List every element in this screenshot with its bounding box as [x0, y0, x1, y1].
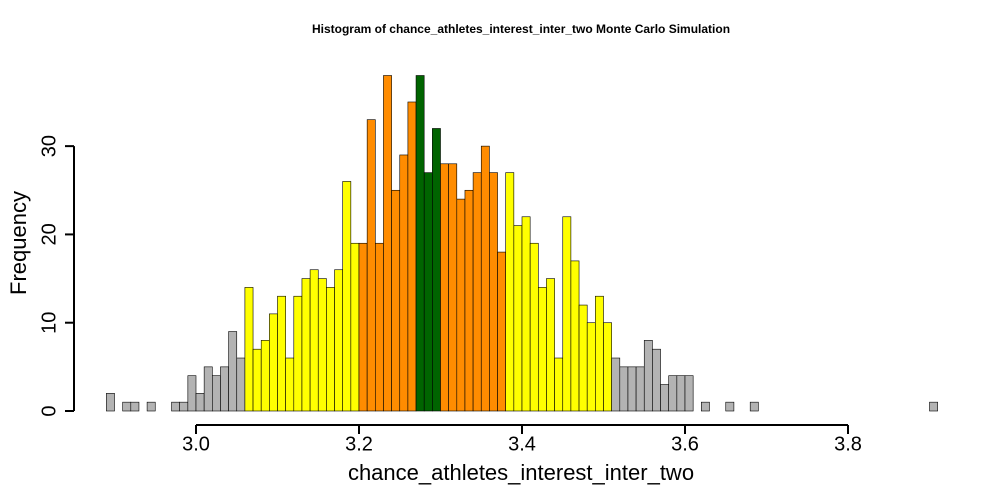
y-axis-label: Frequency [6, 191, 31, 295]
bar [220, 366, 229, 412]
bar [448, 163, 458, 412]
bar [179, 401, 189, 412]
bar [570, 260, 580, 412]
bar [611, 357, 621, 412]
bar [285, 357, 295, 412]
bar [929, 401, 938, 412]
bar [171, 401, 181, 412]
bar [383, 75, 392, 412]
bar [277, 295, 286, 412]
bar [423, 172, 433, 412]
bar [635, 366, 645, 412]
bar [358, 242, 368, 412]
bar [668, 375, 678, 412]
bar [676, 375, 686, 412]
bar [440, 163, 449, 412]
bar [399, 154, 409, 412]
bar [203, 366, 213, 412]
bar [317, 278, 327, 412]
bar [122, 401, 132, 412]
x-tick-label: 3.4 [508, 433, 536, 455]
bar [456, 198, 466, 412]
bar [472, 172, 482, 412]
y-tick-label: 10 [38, 312, 60, 334]
bar [700, 401, 710, 412]
bar [554, 357, 564, 412]
bar [513, 225, 523, 412]
bar [489, 172, 498, 412]
x-tick-label: 3.0 [182, 433, 210, 455]
x-tick-label: 3.8 [834, 433, 862, 455]
bar [326, 287, 335, 412]
bar [749, 401, 759, 412]
bar [546, 278, 555, 412]
x-tick-label: 3.2 [345, 433, 373, 455]
bar [366, 119, 376, 412]
bar [236, 357, 246, 412]
bar [342, 181, 352, 412]
chart-title: Histogram of chance_athletes_interest_in… [312, 22, 730, 36]
bar [578, 304, 588, 412]
bar [497, 251, 506, 412]
bar [252, 348, 262, 412]
bar [595, 295, 604, 412]
bar [269, 313, 278, 412]
bar [521, 216, 531, 412]
bar [464, 189, 474, 412]
bar [480, 145, 490, 412]
bar [529, 242, 539, 412]
bar [391, 189, 401, 412]
bar [660, 384, 669, 412]
bar [684, 375, 694, 412]
bar [562, 216, 572, 412]
bar [293, 295, 303, 412]
bar [415, 75, 425, 412]
y-tick-label: 0 [38, 405, 60, 416]
bar [643, 340, 653, 412]
x-tick-label: 3.6 [671, 433, 699, 455]
bar [603, 322, 612, 412]
bar [106, 393, 115, 412]
bar [228, 331, 238, 412]
bar [619, 366, 629, 412]
bar [195, 393, 205, 412]
bar [350, 242, 360, 412]
bar [146, 401, 156, 412]
bar [537, 287, 547, 412]
bar [309, 269, 319, 412]
bar [627, 366, 637, 412]
bar [334, 269, 343, 412]
y-tick-label: 30 [38, 135, 60, 157]
bar [505, 172, 515, 412]
bar [187, 375, 197, 412]
bar [652, 348, 661, 412]
x-axis-label: chance_athletes_interest_inter_two [348, 460, 694, 485]
bar [260, 340, 270, 412]
bar [301, 278, 311, 412]
bar [586, 322, 596, 412]
bar [374, 242, 384, 412]
bar [432, 128, 441, 412]
bar [244, 287, 254, 412]
bar [130, 401, 140, 412]
y-tick-label: 20 [38, 223, 60, 245]
bar [212, 375, 221, 412]
bar [407, 101, 417, 412]
bar [725, 401, 735, 412]
